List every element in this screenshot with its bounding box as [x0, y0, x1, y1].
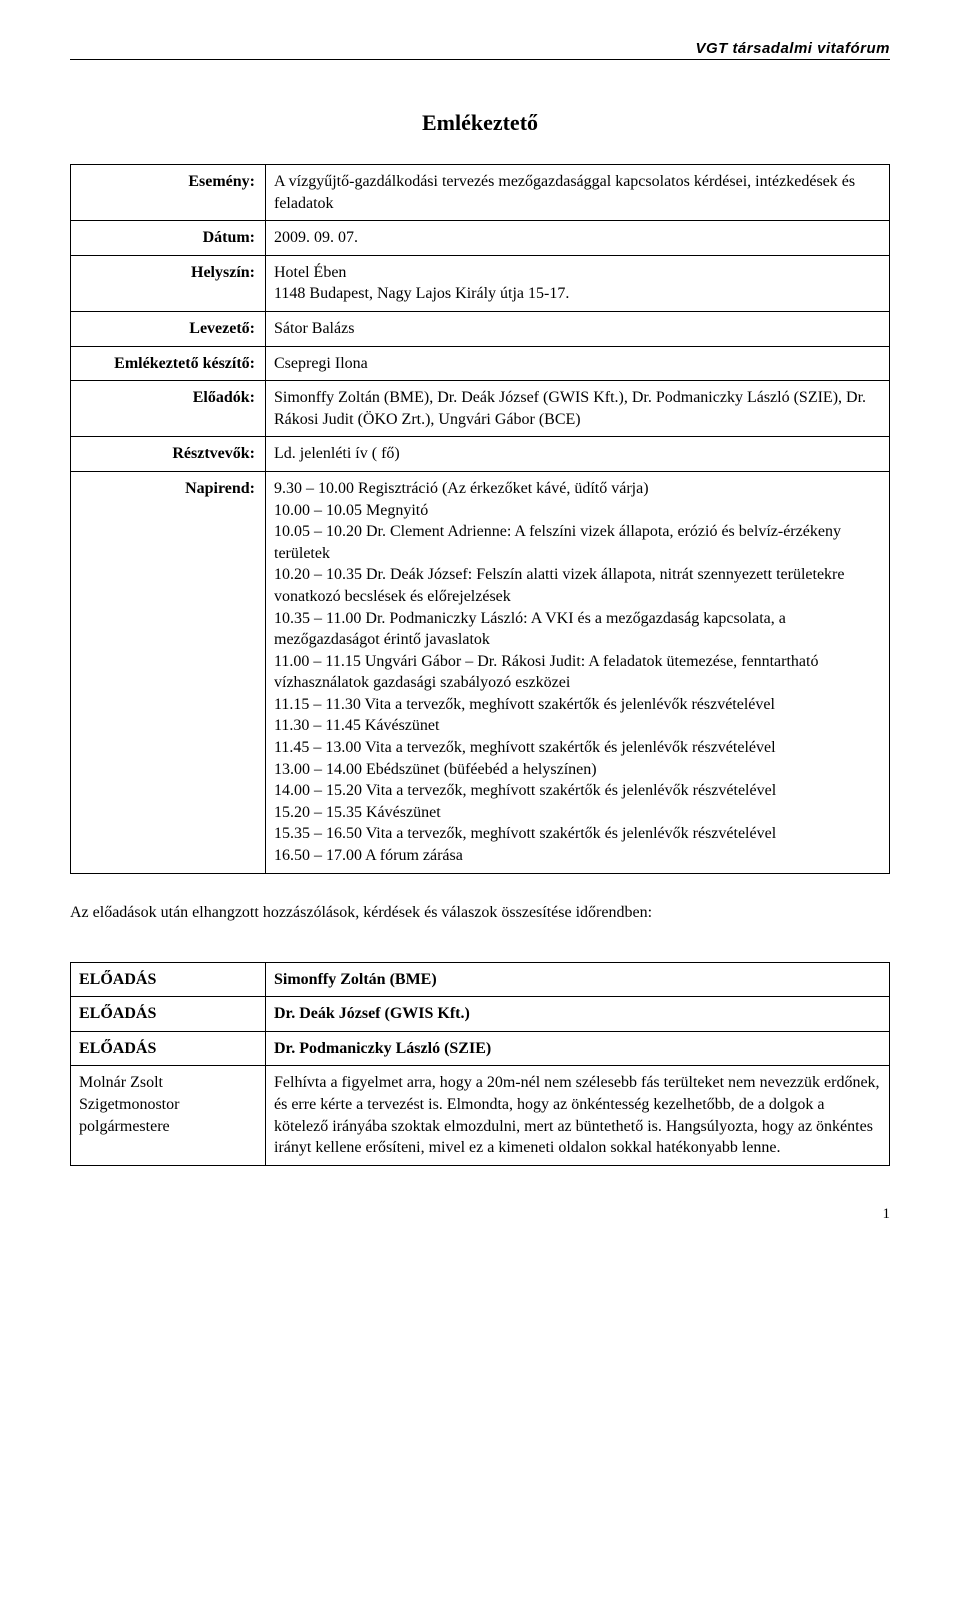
info-label: Résztvevők:: [71, 437, 266, 472]
agenda-value: 9.30 – 10.00 Regisztráció (Az érkezőket …: [266, 471, 890, 873]
page: VGT társadalmi vitafórum Emlékeztető Ese…: [0, 0, 960, 1283]
discussion-right: Dr. Podmaniczky László (SZIE): [266, 1031, 890, 1066]
info-value: Hotel Ében1148 Budapest, Nagy Lajos Kirá…: [266, 255, 890, 311]
agenda-item: 15.20 – 15.35 Kávészünet: [274, 802, 881, 824]
page-number: 1: [70, 1206, 890, 1223]
discussion-row: ELŐADÁSDr. Podmaniczky László (SZIE): [71, 1031, 890, 1066]
discussion-right: Dr. Deák József (GWIS Kft.): [266, 997, 890, 1032]
info-label: Levezető:: [71, 311, 266, 346]
discussion-left: ELŐADÁS: [71, 962, 266, 997]
info-table: Esemény:A vízgyűjtő-gazdálkodási tervezé…: [70, 164, 890, 874]
discussion-right: Simonffy Zoltán (BME): [266, 962, 890, 997]
info-value: A vízgyűjtő-gazdálkodási tervezés mezőga…: [266, 165, 890, 221]
info-row: Emlékeztető készítő:Csepregi Ilona: [71, 346, 890, 381]
agenda-item: 9.30 – 10.00 Regisztráció (Az érkezőket …: [274, 478, 881, 500]
info-row: Dátum:2009. 09. 07.: [71, 221, 890, 256]
discussion-right: Felhívta a figyelmet arra, hogy a 20m-né…: [266, 1066, 890, 1165]
info-row-agenda: Napirend: 9.30 – 10.00 Regisztráció (Az é…: [71, 471, 890, 873]
agenda-item: 11.15 – 11.30 Vita a tervezők, meghívott…: [274, 694, 881, 716]
info-value: 2009. 09. 07.: [266, 221, 890, 256]
info-row: Résztvevők:Ld. jelenléti ív ( fő): [71, 437, 890, 472]
agenda-item: 13.00 – 14.00 Ebédszünet (büféebéd a hel…: [274, 759, 881, 781]
info-label: Esemény:: [71, 165, 266, 221]
info-label: Emlékeztető készítő:: [71, 346, 266, 381]
agenda-item: 10.35 – 11.00 Dr. Podmaniczky László: A …: [274, 608, 881, 651]
discussion-table: ELŐADÁSSimonffy Zoltán (BME)ELŐADÁSDr. D…: [70, 962, 890, 1166]
info-value: Ld. jelenléti ív ( fő): [266, 437, 890, 472]
discussion-left: ELŐADÁS: [71, 1031, 266, 1066]
info-label: Dátum:: [71, 221, 266, 256]
discussion-row: ELŐADÁSSimonffy Zoltán (BME): [71, 962, 890, 997]
agenda-item: 16.50 – 17.00 A fórum zárása: [274, 845, 881, 867]
info-value: Sátor Balázs: [266, 311, 890, 346]
info-row: Esemény:A vízgyűjtő-gazdálkodási tervezé…: [71, 165, 890, 221]
discussion-left: ELŐADÁS: [71, 997, 266, 1032]
info-label: Helyszín:: [71, 255, 266, 311]
info-row: Előadók:Simonffy Zoltán (BME), Dr. Deák …: [71, 381, 890, 437]
info-label: Előadók:: [71, 381, 266, 437]
agenda-item: 15.35 – 16.50 Vita a tervezők, meghívott…: [274, 823, 881, 845]
page-header-label: VGT társadalmi vitafórum: [70, 40, 890, 60]
info-value: Csepregi Ilona: [266, 346, 890, 381]
agenda-item: 11.00 – 11.15 Ungvári Gábor – Dr. Rákosi…: [274, 651, 881, 694]
agenda-item: 11.45 – 13.00 Vita a tervezők, meghívott…: [274, 737, 881, 759]
agenda-label: Napirend:: [71, 471, 266, 873]
document-title: Emlékeztető: [70, 110, 890, 136]
intro-text: Az előadások után elhangzott hozzászólás…: [70, 904, 890, 922]
info-row: Helyszín:Hotel Ében1148 Budapest, Nagy L…: [71, 255, 890, 311]
discussion-left: Molnár ZsoltSzigetmonostorpolgármestere: [71, 1066, 266, 1165]
agenda-item: 10.05 – 10.20 Dr. Clement Adrienne: A fe…: [274, 521, 881, 564]
info-value: Simonffy Zoltán (BME), Dr. Deák József (…: [266, 381, 890, 437]
agenda-item: 11.30 – 11.45 Kávészünet: [274, 715, 881, 737]
agenda-item: 14.00 – 15.20 Vita a tervezők, meghívott…: [274, 780, 881, 802]
info-row: Levezető:Sátor Balázs: [71, 311, 890, 346]
agenda-item: 10.20 – 10.35 Dr. Deák József: Felszín a…: [274, 564, 881, 607]
discussion-row: Molnár ZsoltSzigetmonostorpolgármestereF…: [71, 1066, 890, 1165]
discussion-row: ELŐADÁSDr. Deák József (GWIS Kft.): [71, 997, 890, 1032]
agenda-item: 10.00 – 10.05 Megnyitó: [274, 500, 881, 522]
